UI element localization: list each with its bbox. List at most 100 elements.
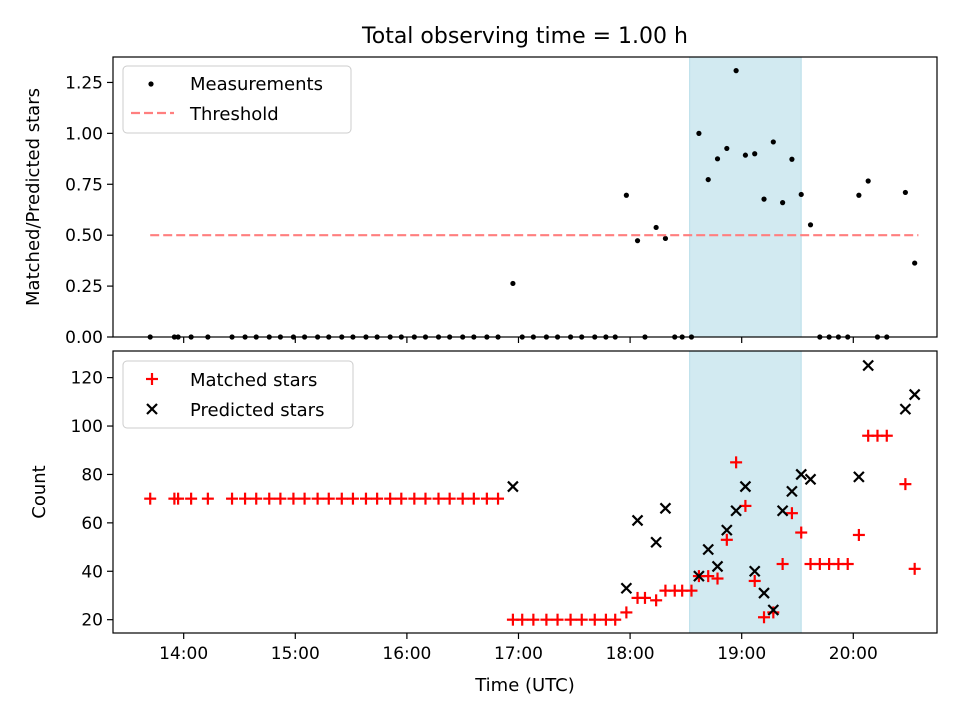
bottom-y-ticks: 20 40 60 80 100 120 xyxy=(71,369,113,631)
x-tick-label: 19:00 xyxy=(717,644,766,664)
bottom-marks xyxy=(144,359,921,626)
matched-point xyxy=(298,492,311,505)
matched-point xyxy=(311,492,324,505)
measurement-point xyxy=(807,222,814,228)
y-tick-label: 1.25 xyxy=(65,73,103,93)
matched-point xyxy=(776,558,789,571)
measurement-point xyxy=(714,156,721,162)
matched-point xyxy=(767,606,780,619)
predicted-point xyxy=(748,565,761,578)
predicted-point xyxy=(711,560,724,573)
predicted-point xyxy=(786,485,798,498)
predicted-point xyxy=(650,536,662,549)
measurement-point xyxy=(724,145,730,152)
y-tick-label: 80 xyxy=(81,465,103,485)
legend-predicted-label: Predicted stars xyxy=(190,400,324,421)
measurement-point xyxy=(761,196,767,202)
x-tick-label: 14:00 xyxy=(159,644,208,664)
matched-point xyxy=(346,492,359,505)
predicted-point xyxy=(693,570,705,582)
measurement-point xyxy=(865,178,871,184)
matched-point xyxy=(516,613,529,626)
matched-point xyxy=(702,570,715,583)
measurement-point xyxy=(798,191,804,198)
predicted-point xyxy=(795,468,807,481)
matched-point xyxy=(795,526,808,539)
series-matched-stars xyxy=(144,429,921,626)
y-tick-label: 0.25 xyxy=(65,277,103,297)
matched-point xyxy=(540,613,553,626)
top-legend: Measurements Threshold xyxy=(122,65,352,134)
matched-point xyxy=(335,492,348,505)
measurement-point xyxy=(634,238,641,244)
bottom-axes-frame xyxy=(112,350,938,634)
matched-point xyxy=(638,591,651,604)
x-tick-label: 18:00 xyxy=(606,644,655,664)
matched-point xyxy=(226,492,239,505)
matched-point xyxy=(492,492,505,505)
legend-threshold-label: Threshold xyxy=(189,104,279,125)
legend-predicted-marker xyxy=(146,403,158,415)
matched-point xyxy=(419,492,432,505)
matched-point xyxy=(908,562,921,575)
matched-point xyxy=(144,492,157,505)
bottom-legend: Matched stars Predicted stars xyxy=(122,360,354,429)
measurement-point xyxy=(742,152,749,158)
matched-point xyxy=(467,492,480,505)
matched-point xyxy=(274,492,287,505)
legend-measurements-label: Measurements xyxy=(190,74,323,95)
x-tick-label: 17:00 xyxy=(494,644,543,664)
matched-point xyxy=(480,492,493,505)
matched-point xyxy=(620,606,633,619)
predicted-point xyxy=(908,388,921,401)
y-tick-label: 100 xyxy=(71,417,103,437)
matched-point xyxy=(201,492,214,505)
matched-point xyxy=(650,594,663,607)
matched-point xyxy=(551,613,564,626)
bottom-shaded-span xyxy=(689,350,802,634)
top-axes-frame xyxy=(112,56,938,338)
matched-point xyxy=(456,492,469,505)
y-tick-label: 60 xyxy=(81,514,103,534)
predicted-point xyxy=(620,582,633,594)
y-tick-label: 120 xyxy=(71,369,103,389)
predicted-point xyxy=(507,480,519,493)
measurement-point xyxy=(623,192,629,198)
matched-point xyxy=(758,611,771,624)
legend-matched-marker xyxy=(146,373,158,385)
measurement-point xyxy=(662,235,669,242)
matched-point xyxy=(575,613,588,626)
predicted-point xyxy=(776,504,789,517)
matched-point xyxy=(371,492,384,505)
matched-point xyxy=(239,492,252,505)
predicted-point xyxy=(862,359,874,372)
matched-point xyxy=(841,558,854,571)
predicted-point xyxy=(730,504,742,517)
y-tick-label: 0.50 xyxy=(65,226,103,246)
matched-point xyxy=(899,478,912,491)
y-tick-label: 40 xyxy=(81,562,103,582)
measurement-point xyxy=(752,151,758,157)
predicted-point xyxy=(767,604,780,616)
measurement-point xyxy=(912,260,918,266)
matched-point xyxy=(685,584,698,597)
predicted-point xyxy=(659,502,672,515)
x-tick-label: 16:00 xyxy=(382,644,431,664)
y-tick-label: 0.00 xyxy=(65,328,103,348)
matched-point xyxy=(185,492,198,505)
measurement-point xyxy=(770,139,776,145)
x-tick-label: 20:00 xyxy=(829,644,878,664)
matched-point xyxy=(384,492,397,505)
bottom-panel: 20 40 60 80 100 120 14:00 15:00 16:00 17:00 18:00… xyxy=(29,350,938,696)
bottom-legend-frame xyxy=(122,360,354,429)
matched-point xyxy=(785,507,798,520)
measurement-point xyxy=(653,224,659,231)
matched-point xyxy=(730,456,743,469)
matched-point xyxy=(748,574,761,587)
top-legend-frame xyxy=(122,65,352,134)
top-y-label: Matched/Predicted stars xyxy=(23,88,44,306)
legend-matched-label: Matched stars xyxy=(190,370,317,391)
matched-point xyxy=(359,492,372,505)
matched-point xyxy=(172,492,185,505)
y-tick-label: 0.75 xyxy=(65,175,103,195)
